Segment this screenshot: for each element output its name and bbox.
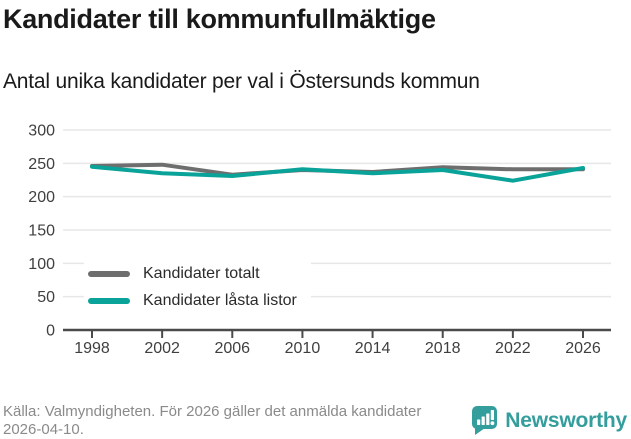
y-axis-labels: 0 50 100 150 200 250 300 [28,123,55,340]
x-tick-label: 2022 [495,340,531,357]
x-tick-label: 2014 [355,340,391,357]
y-tick-label: 100 [28,256,55,273]
y-tick-label: 0 [46,323,55,340]
x-axis-labels: 1998 2002 2006 2010 2014 2018 2022 2026 [74,340,601,357]
brand-name: Newsworthy [505,408,627,432]
x-tick-label: 2018 [425,340,461,357]
chart-legend: Kandidater totalt Kandidater låsta listo… [84,258,311,316]
legend-label-locked: Kandidater låsta listor [143,291,297,309]
source-note: Källa: Valmyndigheten. För 2026 gäller d… [3,403,422,438]
x-tick-label: 1998 [74,340,110,357]
x-tick-label: 2010 [285,340,321,357]
y-tick-label: 150 [28,223,55,240]
series-line-1 [90,164,585,183]
x-tick-label: 2006 [214,340,250,357]
newsworthy-badge-icon [472,406,498,435]
legend-label-total: Kandidater totalt [143,264,260,282]
newsworthy-logo: Newsworthy [471,405,627,436]
legend-item-total: Kandidater totalt [88,260,297,287]
legend-swatch-locked [88,297,130,304]
x-tick-label: 2026 [565,340,601,357]
chart-subtitle: Antal unika kandidater per val i Östersu… [3,70,480,93]
x-tick-label: 2002 [144,340,180,357]
x-axis [63,328,611,338]
y-tick-label: 300 [28,123,55,140]
legend-item-locked: Kandidater låsta listor [88,287,297,314]
chart-title: Kandidater till kommunfullmäktige [3,4,436,34]
y-tick-label: 250 [28,156,55,173]
y-tick-label: 200 [28,189,55,206]
y-tick-label: 50 [37,289,55,306]
legend-swatch-total [88,270,130,277]
